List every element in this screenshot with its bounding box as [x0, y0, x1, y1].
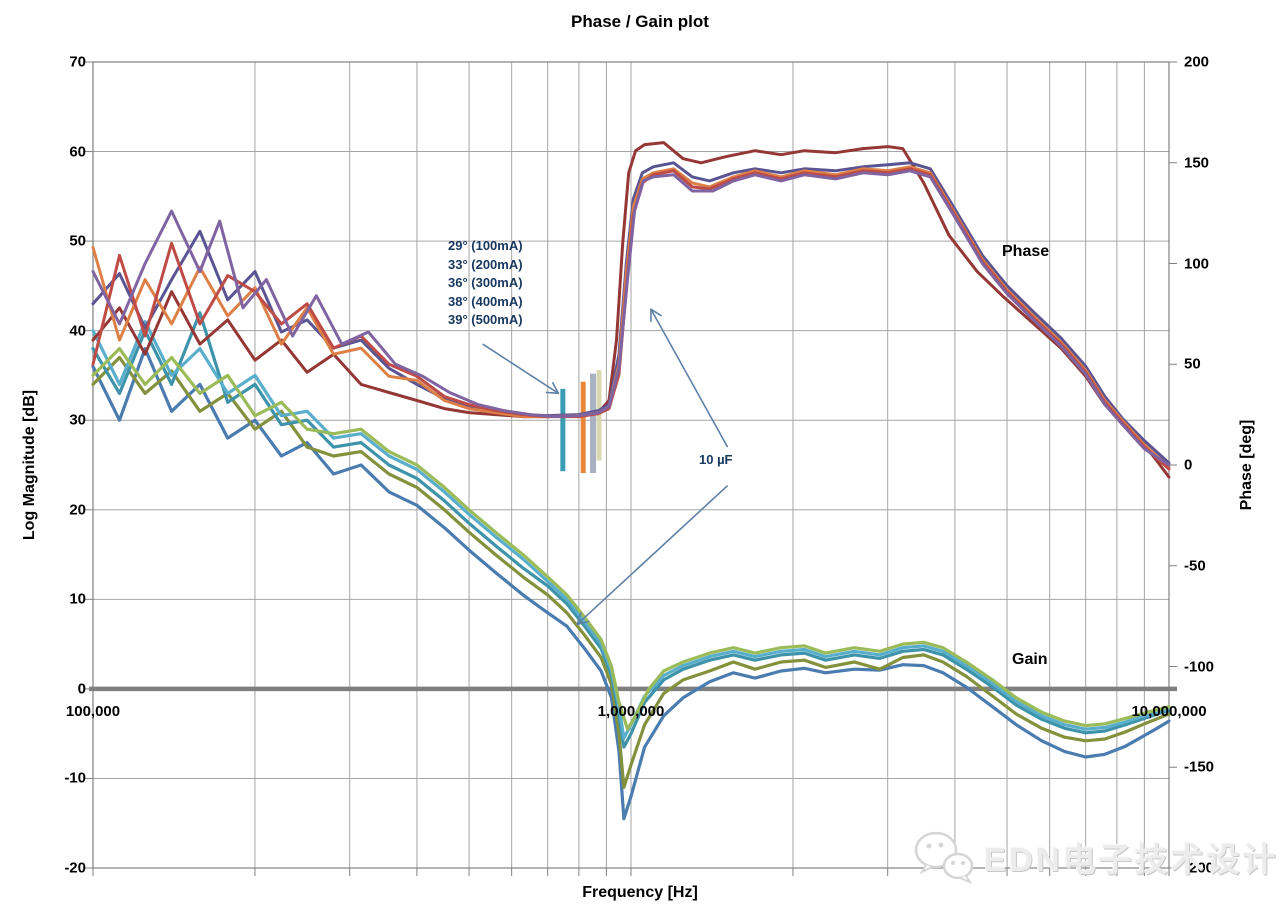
x-axis-title: Frequency [Hz] — [582, 884, 698, 901]
arrowhead-anno-to-phase-knee — [545, 391, 560, 395]
y-left-tick-label: 30 — [69, 411, 86, 429]
x-tick-label: 10,000,000 — [1131, 703, 1207, 720]
y-left-tick-label: 60 — [69, 143, 86, 161]
y-left-tick-label: 10 — [69, 590, 86, 608]
y-right-tick-label: 0 — [1184, 456, 1193, 474]
phase-margin-annotation-line: 38° (400mA) — [448, 293, 523, 309]
x-tick-label: 1,000,000 — [597, 703, 665, 720]
y-left-tick-label: -20 — [64, 859, 86, 877]
arrow-cap-to-phase-rise — [650, 308, 729, 448]
watermark-text: EDN电子技术设计 — [984, 841, 1279, 878]
y-right-tick-label: -200 — [1184, 859, 1215, 877]
series-phase-dark-slate — [91, 161, 1171, 465]
phase-margin-annotation-line: 39° (500mA) — [448, 312, 523, 327]
phase-margin-annotation-line: 33° (200mA) — [448, 256, 523, 272]
phase-margin-annotation-line: 36° (300mA) — [448, 275, 523, 290]
arrowhead-cap-to-gain-slope — [576, 612, 582, 626]
watermark: EDN电子技术设计 — [912, 828, 1279, 886]
wechat-icon — [914, 831, 974, 885]
y-right-tick-label: -150 — [1184, 758, 1215, 776]
arrow-cap-to-gain-slope — [576, 485, 729, 625]
series-phase-maroon — [91, 141, 1171, 479]
y-right-tick-label: -50 — [1184, 557, 1206, 575]
arrowhead-anno-to-phase-knee — [551, 381, 560, 395]
arrow-anno-to-phase-knee — [482, 343, 559, 395]
chart-title: Phase / Gain plot — [571, 12, 709, 31]
phase-margin-annotation-list: 29° (100mA) 33° (200mA) 36° (300mA) 38° (40… — [448, 237, 523, 330]
x-tick-label: 100,000 — [65, 703, 121, 720]
series-phase-purple — [91, 169, 1171, 467]
y-right-tick-label: -100 — [1184, 658, 1215, 675]
series-gain-teal — [91, 311, 1171, 749]
y-left-tick-label: -10 — [64, 769, 86, 787]
arrowhead-cap-to-phase-rise — [650, 308, 662, 317]
y-left-tick-label: 40 — [69, 322, 86, 340]
phase-margin-annotation-line: 29° (100mA) — [448, 238, 523, 253]
y-left-tick-label: 20 — [69, 501, 86, 519]
y-left-tick-label: 0 — [77, 680, 86, 698]
y-right-tick-label: 150 — [1184, 154, 1210, 172]
gain-curve-label: Gain — [1012, 651, 1048, 668]
series-gain-olive — [91, 355, 1171, 790]
y-right-tick-label: 200 — [1184, 53, 1210, 71]
right-axis-title: Phase [deg] — [1238, 419, 1255, 511]
y-right-tick-label: 100 — [1184, 255, 1210, 272]
arrowhead-cap-to-gain-slope — [576, 620, 590, 626]
series-gain-green — [91, 347, 1171, 731]
phase-curve-label: Phase — [1002, 243, 1050, 260]
y-left-tick-label: 70 — [69, 53, 86, 71]
capacitor-annotation: 10 µF — [699, 452, 733, 467]
y-right-tick-label: 50 — [1184, 355, 1201, 373]
y-left-tick-label: 50 — [69, 232, 86, 250]
